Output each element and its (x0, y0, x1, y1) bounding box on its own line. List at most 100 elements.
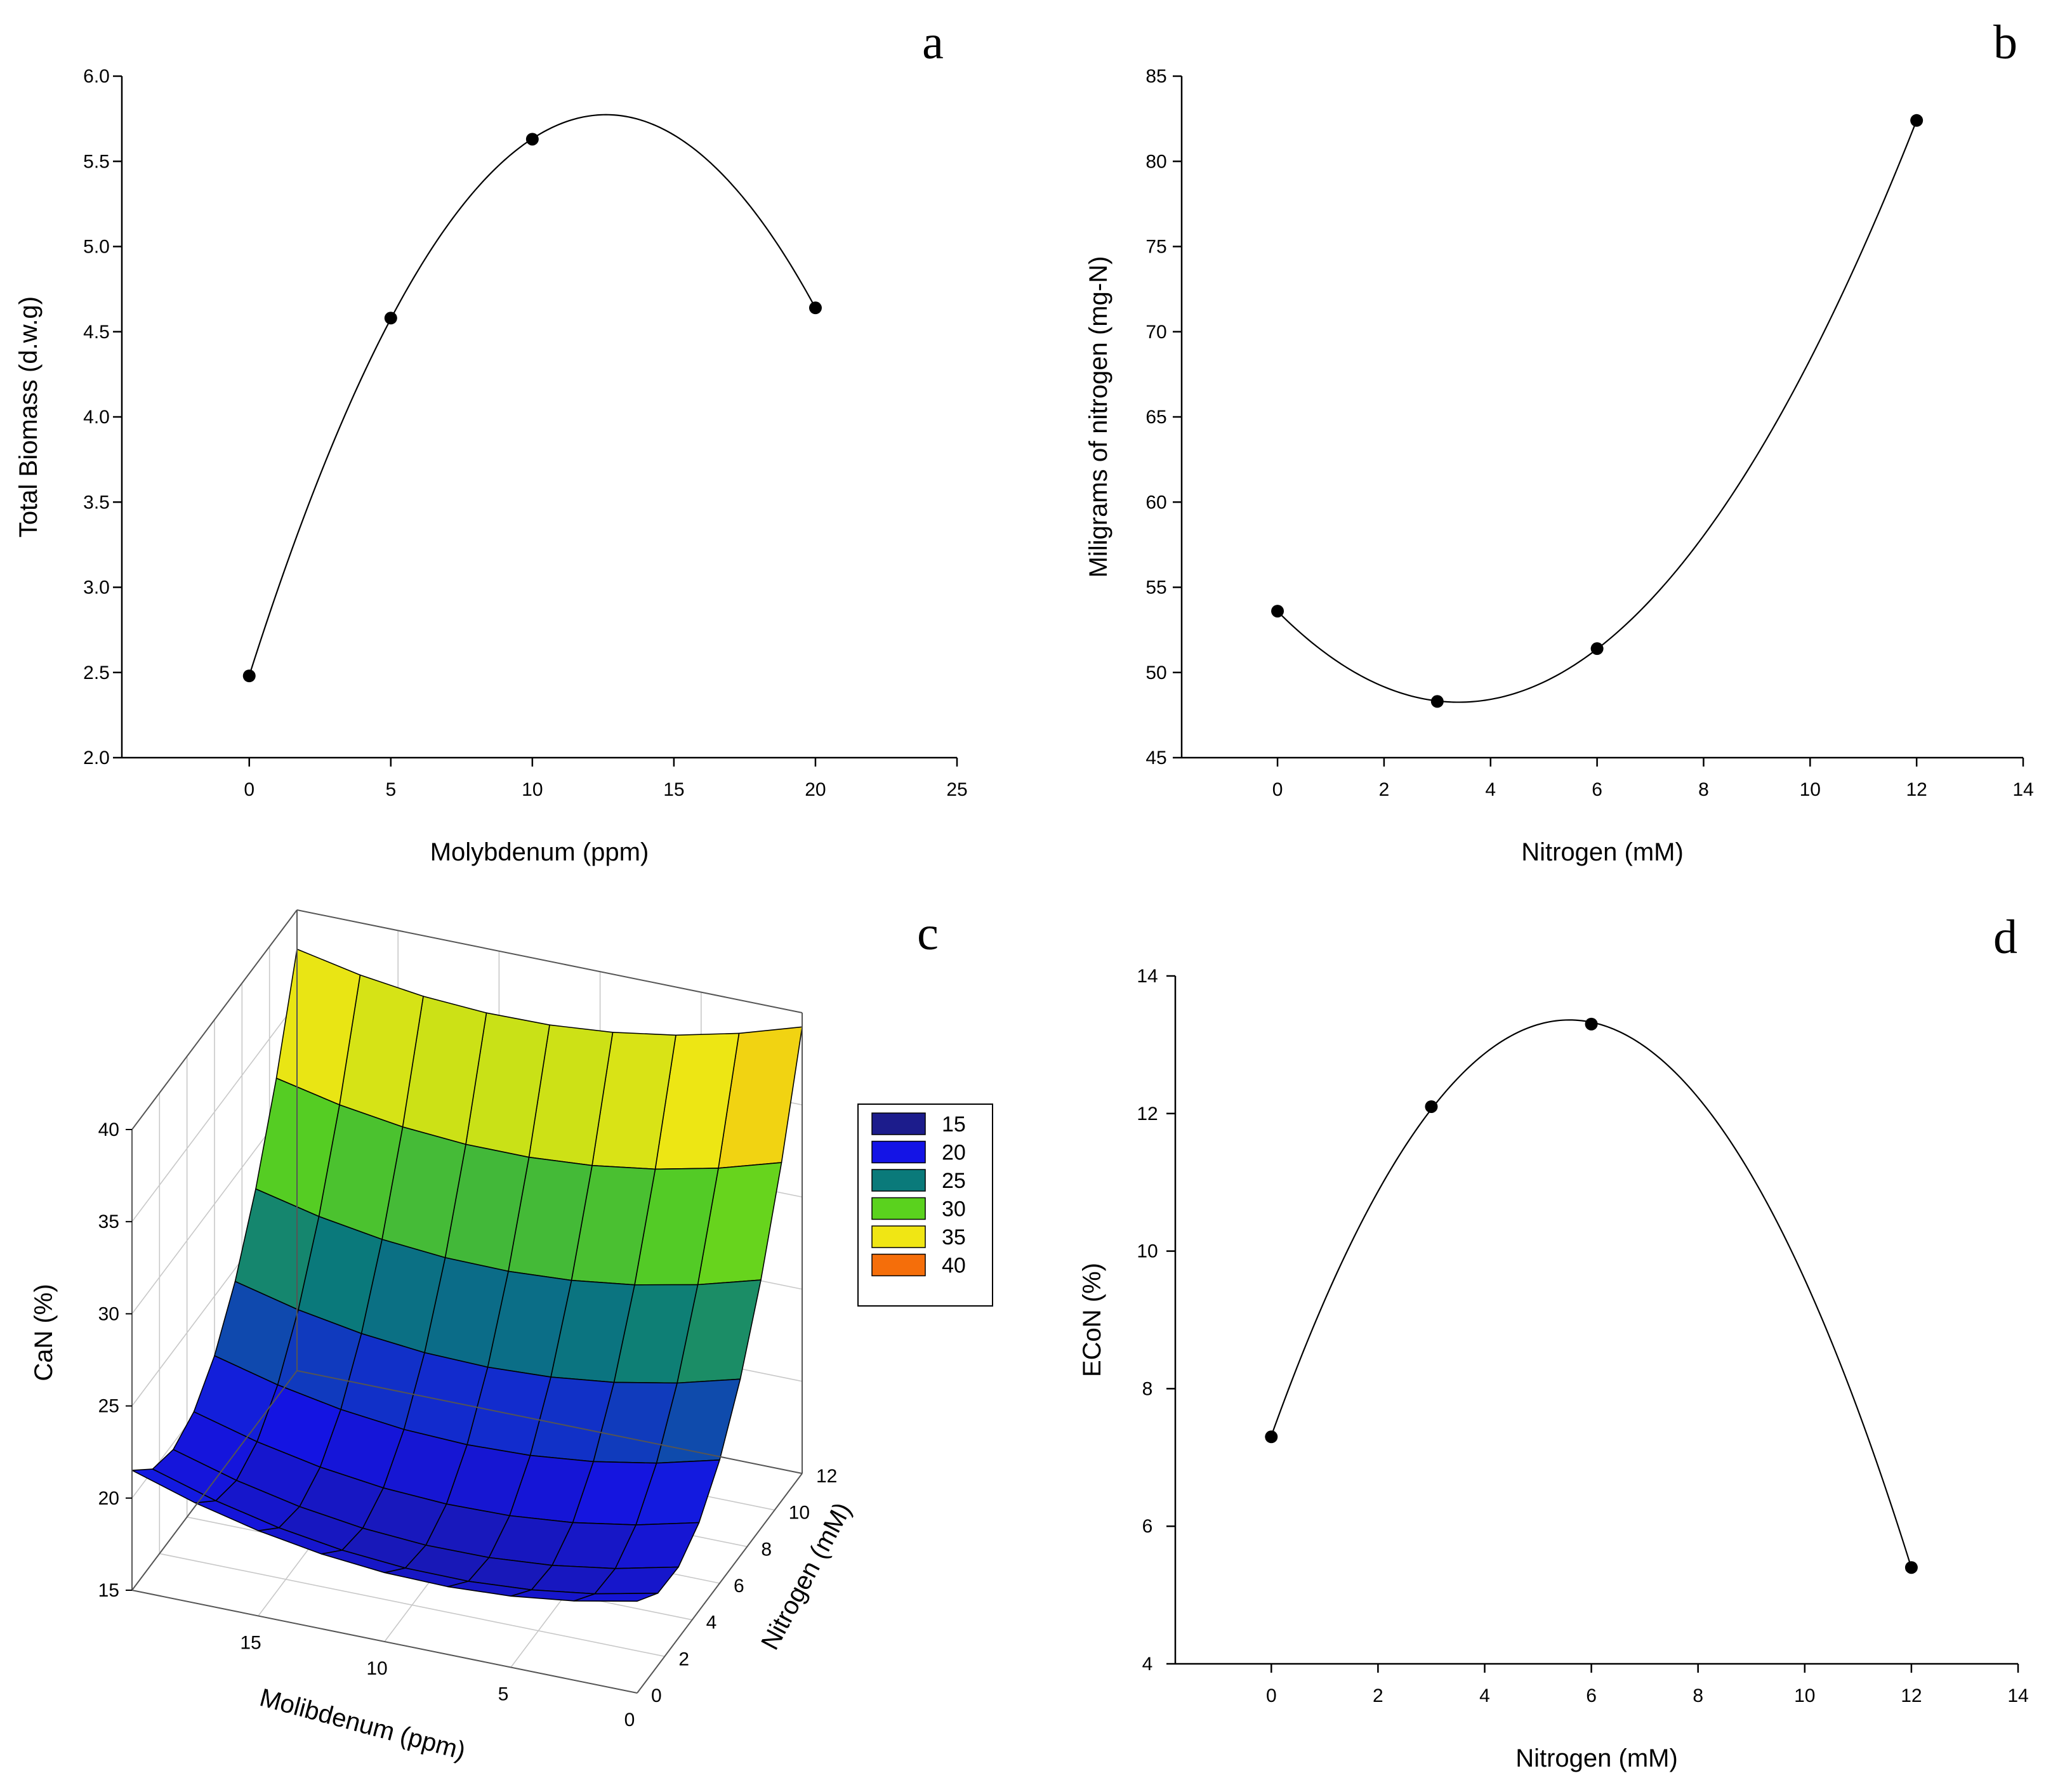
y-tick-label: 4 (1142, 1654, 1153, 1675)
chart-panel-d: 4 6 8 10 12 14 0 2 4 6 8 10 12 14 Nitrogen (mM) ECoN (%… (1078, 966, 2029, 1772)
x-tick-label: 8 (1698, 779, 1709, 800)
y-tick-label: 60 (1145, 492, 1166, 513)
data-point (1271, 605, 1284, 618)
x-tick-label: 5 (385, 779, 396, 800)
y-tick-label: 12 (816, 1466, 837, 1487)
x-tick-label: 14 (2012, 779, 2033, 800)
x-tick-label: 12 (1901, 1685, 1922, 1706)
fit-curve (248, 114, 816, 676)
x-tick-label: 0 (244, 779, 254, 800)
x-tick-label: 4 (1485, 779, 1496, 800)
y-tick-label: 5.0 (83, 237, 110, 258)
y-tick-label: 6 (1142, 1516, 1153, 1537)
legend-swatch (871, 1112, 926, 1135)
y-tick-label: 2.0 (83, 748, 110, 768)
y-axis-label: Total Biomass (d.w.g) (15, 296, 43, 537)
z-tick-label: 20 (98, 1488, 119, 1509)
x-tick-label: 8 (1693, 1685, 1703, 1706)
z-tick-label: 35 (98, 1211, 119, 1232)
data-point (1430, 695, 1444, 708)
x-tick-label: 4 (1479, 1685, 1490, 1706)
y-tick-label: 6 (734, 1576, 744, 1597)
legend-label: 25 (942, 1169, 966, 1193)
x-axis-label: Molibdenum (ppm) (257, 1683, 468, 1765)
chart-panel-b: 45 50 55 60 65 70 75 80 85 0 2 4 6 8 10 12 14 Nitrogen (m… (1085, 66, 2034, 866)
data-point (525, 133, 539, 146)
legend-label: 30 (942, 1197, 966, 1222)
x-tick-label: 15 (240, 1633, 261, 1654)
surface-legend: 15 20 25 30 35 40 (857, 1104, 993, 1307)
y-tick-label: 80 (1145, 151, 1166, 172)
panel-label-a: a (922, 16, 944, 69)
data-point (1585, 1017, 1598, 1031)
x-axis-label: Molybdenum (ppm) (430, 838, 649, 866)
y-tick-label: 5.5 (83, 151, 110, 172)
x-tick-label: 10 (366, 1658, 387, 1679)
box-edge (296, 909, 803, 1013)
data-point (1910, 114, 1924, 127)
y-tick-label: 3.0 (83, 577, 110, 598)
y-tick-label: 12 (1137, 1104, 1158, 1124)
y-tick-label: 65 (1145, 407, 1166, 428)
fit-curve (1270, 1019, 1912, 1569)
data-point (384, 312, 397, 325)
x-tick-label: 0 (624, 1710, 635, 1730)
legend-swatch (871, 1253, 926, 1277)
x-tick-label: 6 (1592, 779, 1602, 800)
data-point (242, 669, 256, 683)
y-tick-label: 75 (1145, 237, 1166, 258)
y-tick-label: 2.5 (83, 662, 110, 683)
legend-label: 40 (942, 1254, 966, 1278)
legend-label: 35 (942, 1225, 966, 1249)
legend-swatch (871, 1140, 926, 1164)
z-axis-label: CaN (%) (30, 1284, 58, 1381)
y-tick-label: 14 (1137, 966, 1158, 987)
box-edge (131, 1590, 638, 1694)
x-tick-label: 6 (1586, 1685, 1597, 1706)
y-tick-label: 8 (761, 1539, 772, 1560)
x-tick-label: 12 (1906, 779, 1927, 800)
chart-panel-a: 2.0 2.5 3.0 3.5 4.0 4.5 5.0 5.5 6.0 0 5 10 15 20 25 Mol… (15, 66, 968, 866)
x-tick-label: 2 (1373, 1685, 1383, 1706)
legend-label: 15 (942, 1112, 966, 1136)
y-tick-label: 10 (789, 1503, 810, 1524)
x-axis-label: Nitrogen (mM) (1521, 838, 1684, 866)
box-edge (131, 909, 298, 1130)
fit-curve (1277, 120, 1918, 703)
legend-swatch (871, 1197, 926, 1220)
y-tick-label: 8 (1142, 1378, 1153, 1399)
grid-line (159, 1553, 665, 1657)
x-tick-label: 10 (1800, 779, 1821, 800)
y-tick-label: 2 (678, 1649, 689, 1670)
x-tick-label: 5 (498, 1684, 509, 1705)
z-tick-label: 30 (98, 1303, 119, 1324)
legend-swatch (871, 1169, 926, 1192)
z-tick-label: 25 (98, 1396, 119, 1417)
y-tick-label: 85 (1145, 66, 1166, 87)
y-tick-label: 4.0 (83, 407, 110, 428)
y-tick-label: 55 (1145, 577, 1166, 598)
y-axis-label: Miligrams of nitrogen (mg-N) (1085, 256, 1112, 578)
x-tick-label: 20 (805, 779, 826, 800)
y-tick-label: 4.5 (83, 322, 110, 343)
x-tick-label: 0 (1266, 1685, 1277, 1706)
y-tick-label: 70 (1145, 322, 1166, 343)
data-point (1265, 1430, 1278, 1444)
y-tick-label: 45 (1145, 748, 1166, 768)
x-tick-label: 15 (663, 779, 684, 800)
x-tick-label: 2 (1379, 779, 1390, 800)
data-point (1425, 1100, 1438, 1113)
z-tick-label: 15 (98, 1580, 119, 1601)
panel-label-b: b (1993, 16, 2017, 69)
x-tick-label: 10 (1794, 1685, 1815, 1706)
data-point (1904, 1561, 1918, 1574)
x-tick-label: 14 (2007, 1685, 2028, 1706)
z-tick-label: 40 (98, 1119, 119, 1140)
box-edge (131, 1370, 298, 1591)
panel-label-c: c (917, 907, 939, 960)
y-tick-label: 10 (1137, 1241, 1158, 1262)
box-edge (296, 1370, 803, 1474)
